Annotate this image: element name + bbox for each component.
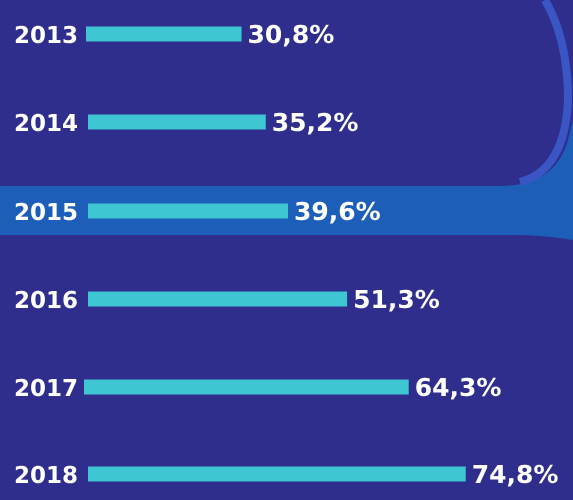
decorative-curve — [518, 0, 573, 186]
year-label-2018: 2018 — [14, 463, 78, 489]
year-label-2016: 2016 — [14, 288, 78, 314]
bar-2015 — [88, 203, 288, 219]
year-label-2014: 2014 — [14, 111, 78, 137]
year-label-2017: 2017 — [14, 376, 78, 402]
value-label-2013: 30,8% — [248, 20, 335, 49]
bar-2017 — [84, 379, 409, 395]
value-label-2017: 64,3% — [415, 373, 502, 402]
year-label-2013: 2013 — [14, 23, 78, 49]
bar-2014 — [88, 114, 266, 130]
bar-2013 — [86, 26, 242, 42]
value-label-2018: 74,8% — [472, 460, 559, 489]
value-label-2015: 39,6% — [294, 197, 381, 226]
value-label-2014: 35,2% — [272, 108, 359, 137]
bar-2016 — [88, 291, 348, 307]
value-label-2016: 51,3% — [353, 285, 440, 314]
bar-2018 — [88, 466, 466, 482]
year-label-2015: 2015 — [14, 200, 78, 226]
